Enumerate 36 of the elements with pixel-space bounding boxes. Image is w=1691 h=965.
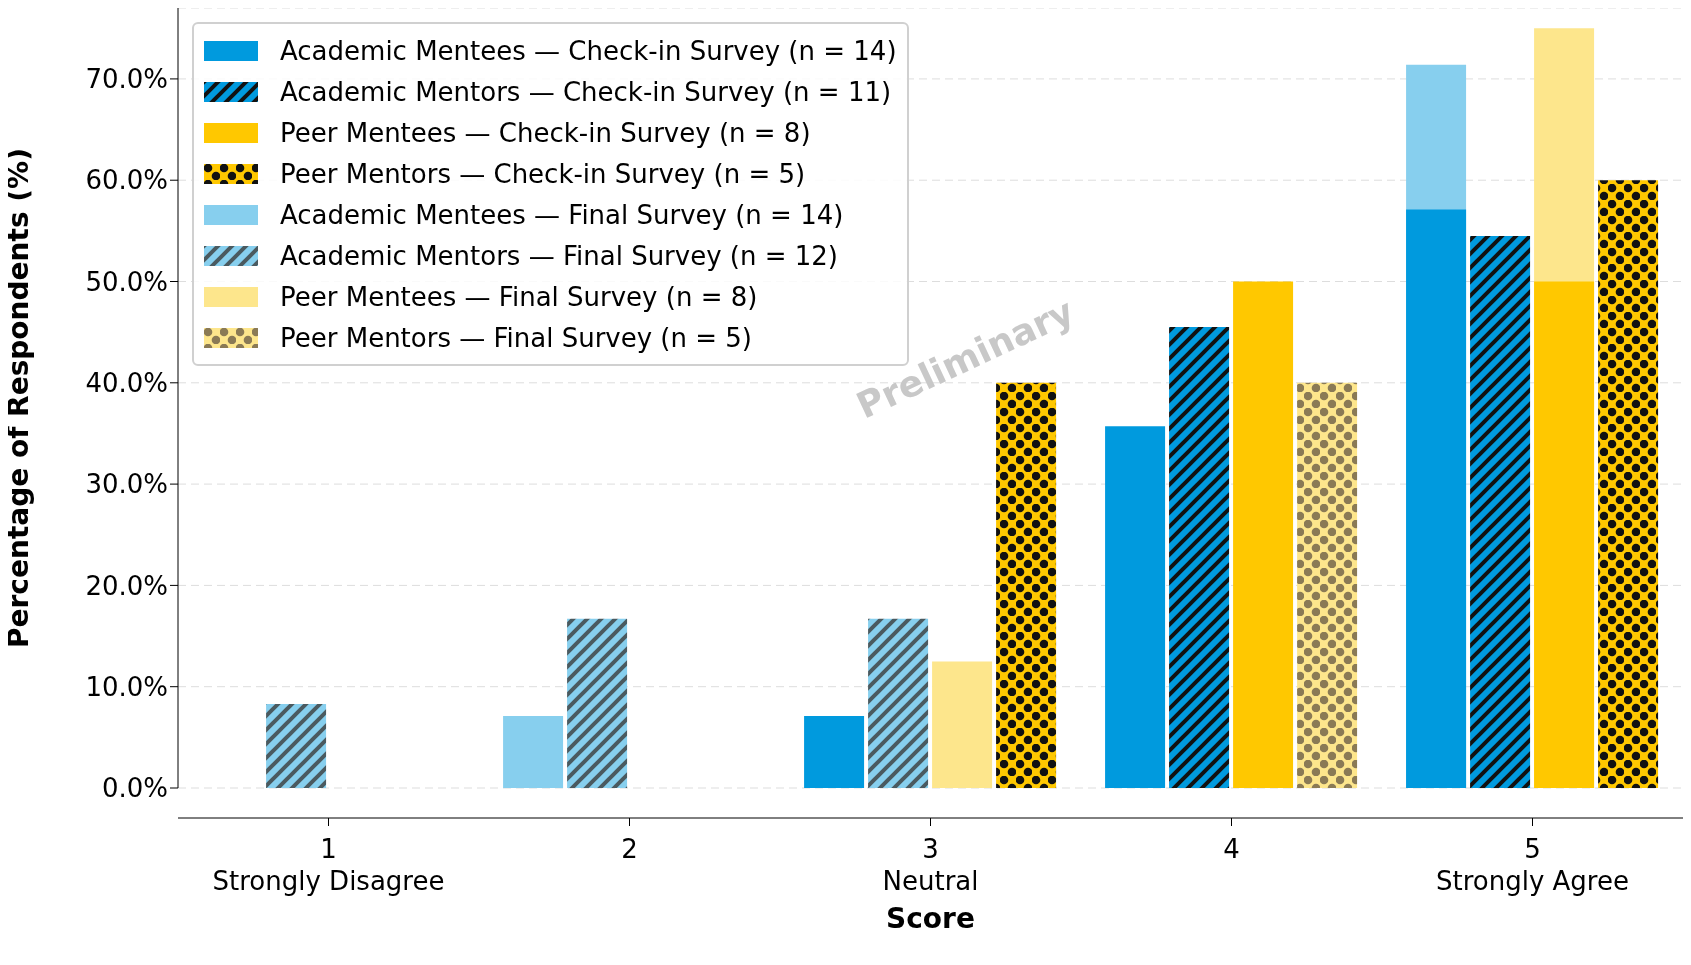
x-axis-title: Score — [886, 902, 975, 935]
x-tick-label: 4 — [1223, 834, 1240, 864]
bar — [932, 661, 993, 788]
x-tick-label: 2 — [621, 834, 638, 864]
legend-label: Peer Mentors — Final Survey (n = 5) — [280, 322, 752, 353]
bar — [1406, 209, 1467, 788]
legend-label: Peer Mentees — Final Survey (n = 8) — [280, 281, 758, 312]
bar — [567, 618, 628, 788]
bar — [503, 716, 564, 788]
bar — [1534, 281, 1595, 788]
y-tick-label: 60.0% — [85, 165, 168, 196]
legend-label: Academic Mentors — Check-in Survey (n = 11) — [280, 76, 892, 107]
bar — [868, 618, 929, 788]
y-tick-label: 30.0% — [85, 469, 168, 500]
x-tick-label: 3 Neutral — [882, 834, 979, 896]
y-tick-label: 0.0% — [101, 773, 168, 804]
bar — [804, 716, 865, 788]
y-tick-label: 20.0% — [85, 570, 168, 601]
bar — [1297, 382, 1358, 788]
bar — [1598, 180, 1659, 788]
y-tick-label: 40.0% — [85, 368, 168, 399]
bar — [1169, 327, 1230, 788]
bar — [1470, 235, 1531, 788]
y-tick-label: 10.0% — [85, 671, 168, 702]
x-tick-label: 5 Strongly Agree — [1436, 834, 1629, 896]
y-tick-label: 70.0% — [85, 64, 168, 95]
legend-label: Academic Mentees — Check-in Survey (n = 14) — [280, 35, 897, 66]
bar — [1233, 281, 1294, 788]
bar — [1105, 426, 1166, 788]
bar — [266, 703, 327, 788]
legend-label: Peer Mentors — Check-in Survey (n = 5) — [280, 158, 806, 189]
y-tick-label: 50.0% — [85, 266, 168, 297]
legend-label: Academic Mentees — Final Survey (n = 14) — [280, 199, 844, 230]
legend-label: Peer Mentees — Check-in Survey (n = 8) — [280, 117, 811, 148]
x-tick-label: 1 Strongly Disagree — [212, 834, 445, 896]
legend-label: Academic Mentors — Final Survey (n = 12) — [280, 240, 838, 271]
